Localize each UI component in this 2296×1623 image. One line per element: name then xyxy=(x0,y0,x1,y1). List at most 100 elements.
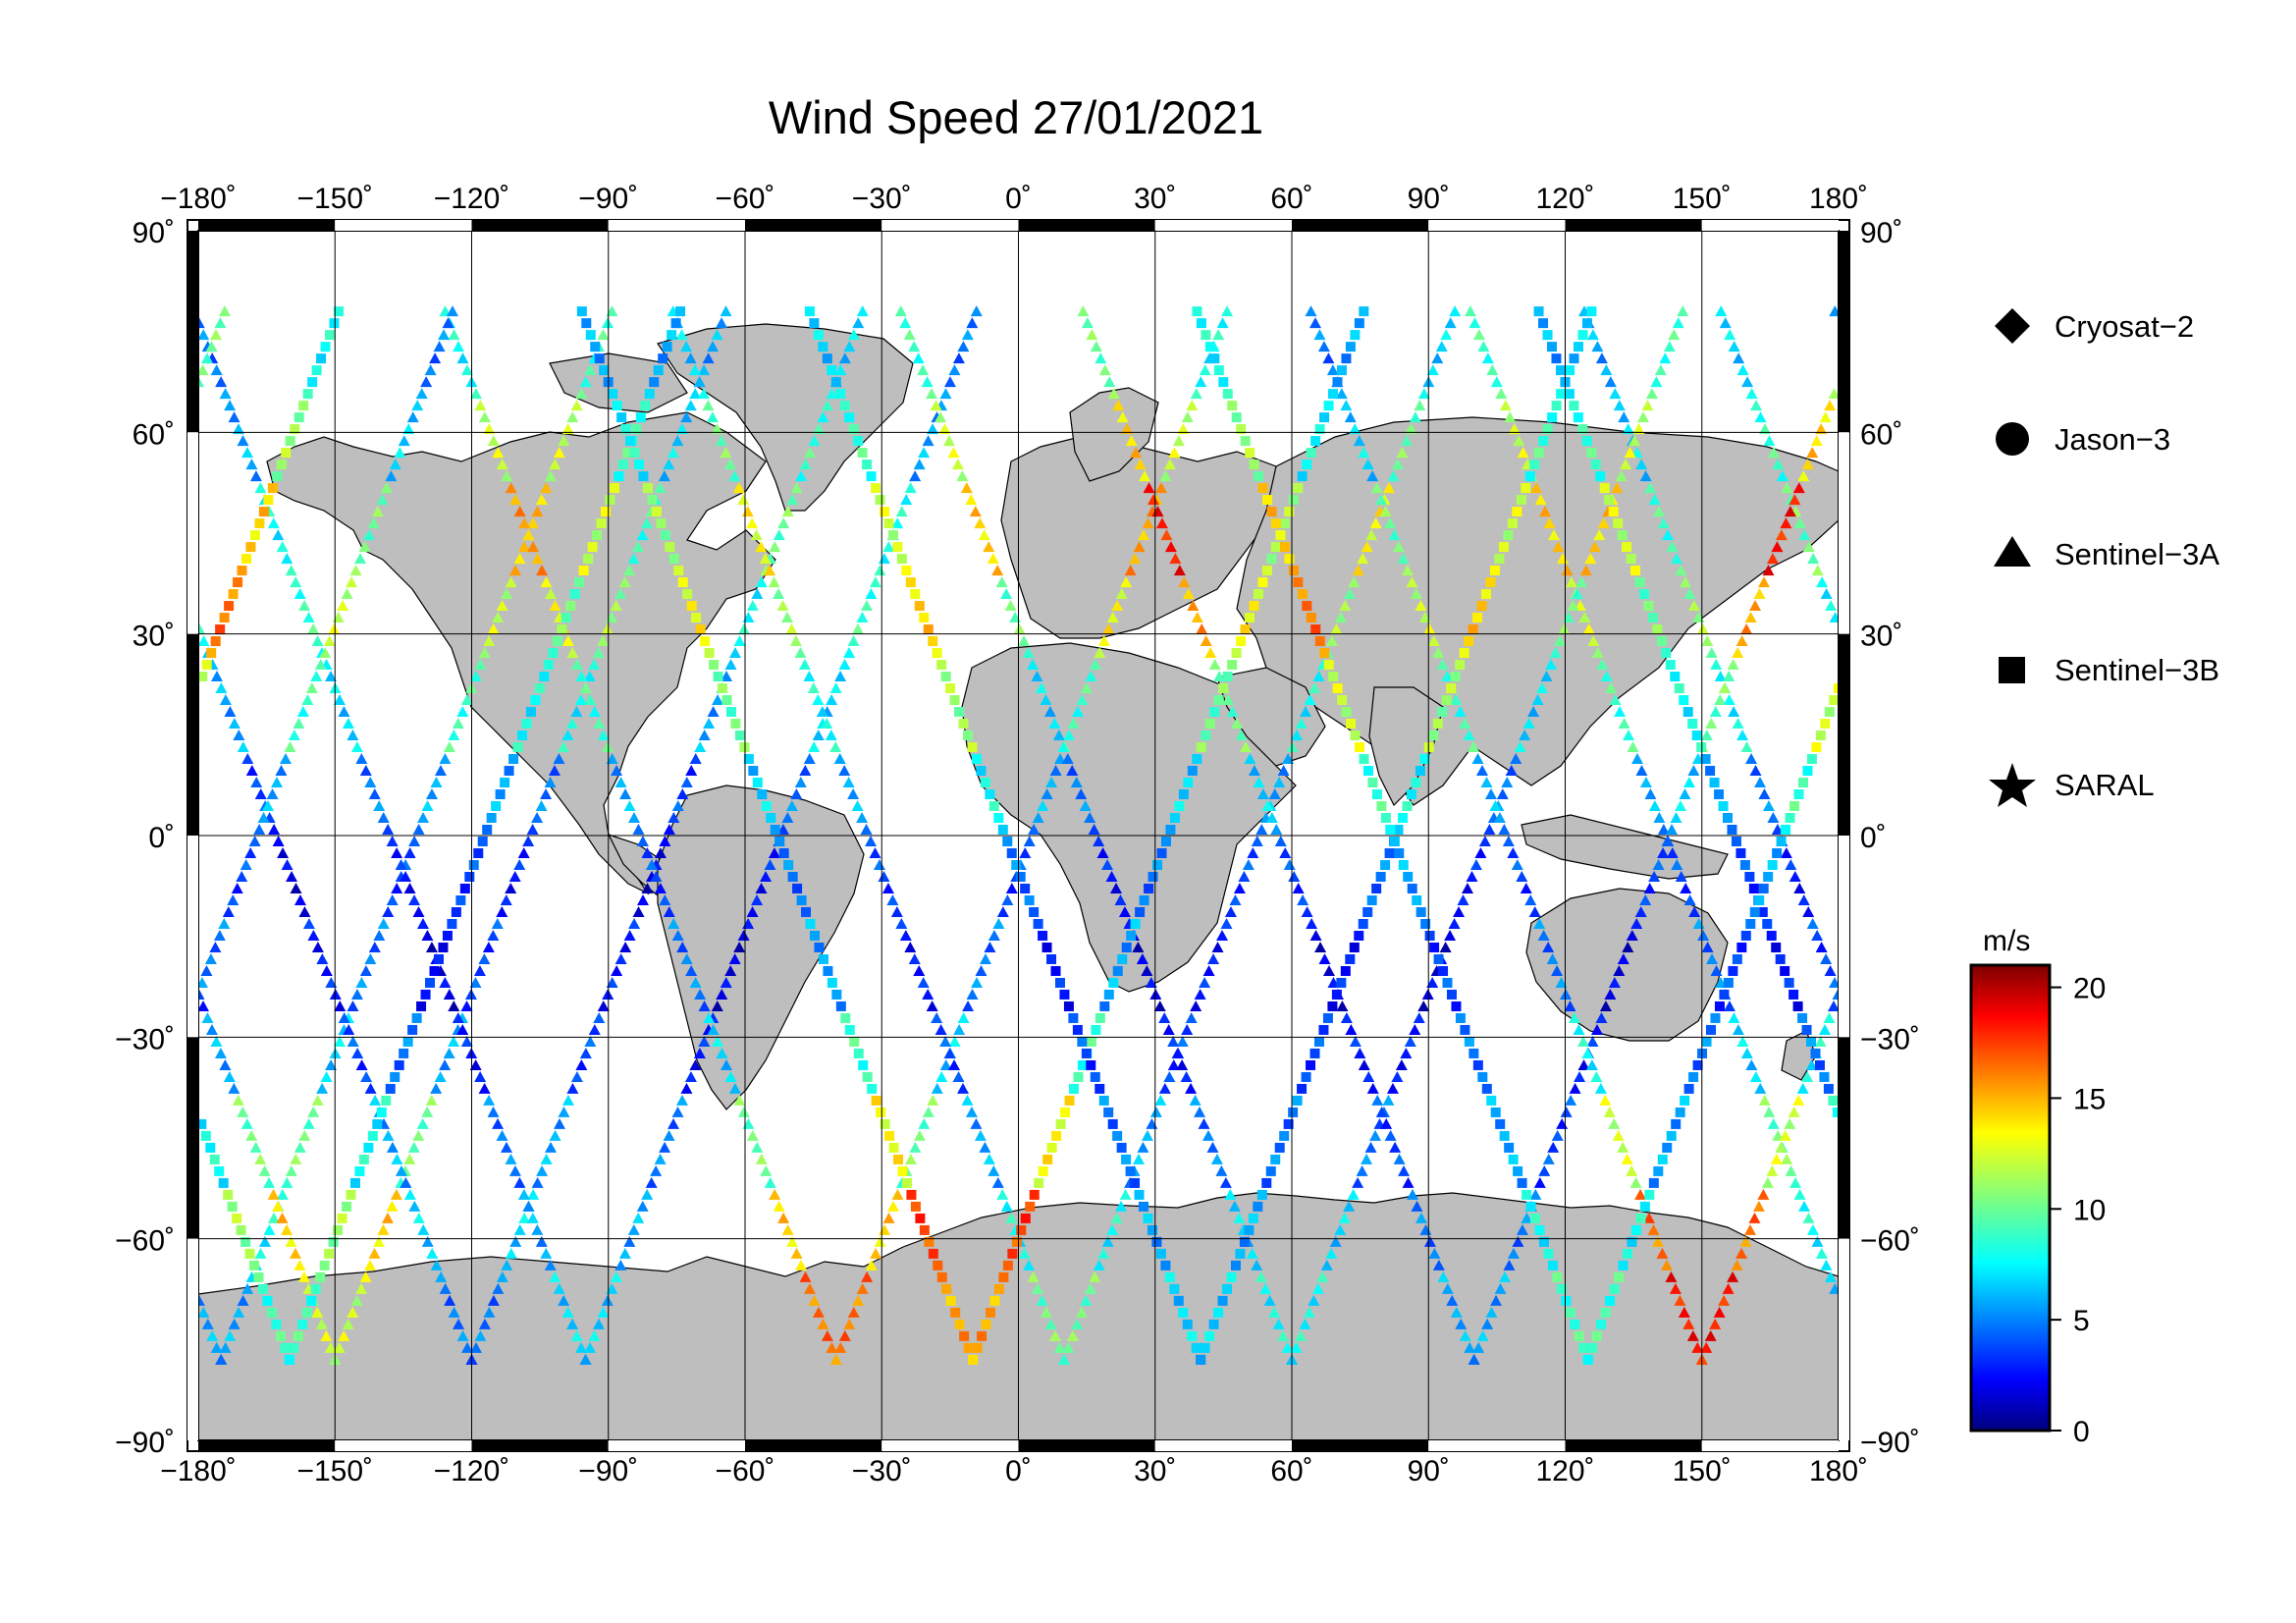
africa xyxy=(961,642,1297,993)
track-point-triangle xyxy=(711,423,723,435)
track-point-square xyxy=(253,1271,264,1282)
track-point-triangle xyxy=(535,800,548,812)
track-point-square xyxy=(668,554,679,565)
track-point-triangle xyxy=(531,812,544,824)
track-point-square xyxy=(1503,530,1514,541)
track-point-triangle xyxy=(272,529,285,541)
track-point-square xyxy=(223,1189,234,1200)
track-point-triangle xyxy=(478,952,491,964)
track-point-triangle xyxy=(1472,1341,1485,1353)
track-point-triangle xyxy=(1516,1223,1528,1235)
track-point-triangle xyxy=(391,882,403,893)
track-point-square xyxy=(1547,1260,1558,1271)
track-point-square xyxy=(1551,401,1562,411)
track-point-triangle xyxy=(1089,1271,1101,1282)
track-point-square xyxy=(1767,859,1778,870)
track-point-triangle xyxy=(1807,553,1820,565)
track-point-triangle xyxy=(890,905,903,917)
track-point-triangle xyxy=(1581,1047,1594,1058)
track-point-triangle xyxy=(733,941,746,952)
track-point-square xyxy=(1688,1071,1699,1082)
frame-bar-left xyxy=(187,432,198,634)
track-point-triangle xyxy=(267,1188,280,1200)
track-point-triangle xyxy=(891,1188,904,1200)
track-point-square xyxy=(1718,801,1729,812)
track-point-square xyxy=(1613,518,1624,529)
track-point-square xyxy=(1442,977,1453,988)
track-point-square xyxy=(761,801,772,812)
track-point-triangle xyxy=(1405,423,1417,435)
track-point-triangle xyxy=(549,600,561,612)
track-point-triangle xyxy=(1121,423,1134,435)
track-point-triangle xyxy=(804,447,817,459)
track-point-triangle xyxy=(602,741,614,753)
track-point-square xyxy=(1529,460,1540,470)
track-point-triangle xyxy=(1084,812,1096,824)
track-point-triangle xyxy=(861,1271,874,1282)
track-point-triangle xyxy=(307,929,320,941)
track-point-triangle xyxy=(1261,800,1274,812)
track-point-triangle xyxy=(1741,376,1754,388)
track-point-square xyxy=(349,1177,360,1188)
track-point-square xyxy=(1337,695,1348,706)
track-point-square xyxy=(1415,766,1425,777)
bottom-lon-tick-label: −60˚ xyxy=(716,1455,775,1488)
bottom-lon-tick-label: −30˚ xyxy=(852,1455,912,1488)
track-point-triangle xyxy=(716,317,728,329)
track-point-triangle xyxy=(307,1106,320,1117)
track-point-square xyxy=(1091,1024,1101,1035)
track-point-square xyxy=(670,318,681,329)
track-point-triangle xyxy=(293,718,305,730)
track-point-triangle xyxy=(289,1247,301,1259)
frame-bar-left xyxy=(187,633,198,836)
track-point-triangle xyxy=(1529,1188,1542,1200)
track-point-triangle xyxy=(215,1353,228,1365)
track-point-triangle xyxy=(935,1070,948,1082)
track-point-triangle xyxy=(205,341,218,352)
track-point-triangle xyxy=(606,1282,618,1294)
track-point-triangle xyxy=(557,741,569,753)
track-point-square xyxy=(592,530,603,541)
track-point-triangle xyxy=(812,730,825,741)
track-point-square xyxy=(399,1048,409,1058)
track-point-square xyxy=(770,825,780,836)
track-point-triangle xyxy=(298,1129,311,1141)
track-point-square xyxy=(1512,507,1522,517)
track-point-triangle xyxy=(474,400,487,411)
track-point-triangle xyxy=(969,506,982,517)
track-point-triangle xyxy=(214,1047,227,1058)
track-point-triangle xyxy=(483,635,496,647)
track-point-triangle xyxy=(1384,517,1397,529)
track-point-triangle xyxy=(501,470,513,482)
track-point-triangle xyxy=(689,388,702,400)
track-point-square xyxy=(1710,1012,1721,1023)
track-point-triangle xyxy=(1415,1212,1427,1223)
track-point-triangle xyxy=(1748,1212,1761,1223)
track-point-triangle xyxy=(1766,553,1779,565)
colorbar-tick-label: 0 xyxy=(2073,1416,2090,1448)
track-point-square xyxy=(416,1001,427,1011)
track-point-triangle xyxy=(1370,482,1383,494)
frame-bar-right xyxy=(1839,836,1849,1038)
track-point-triangle xyxy=(1053,1341,1066,1353)
track-point-triangle xyxy=(198,1306,210,1318)
track-point-triangle xyxy=(1125,435,1138,447)
track-point-triangle xyxy=(415,388,428,400)
track-point-square xyxy=(923,624,934,635)
track-point-triangle xyxy=(1191,612,1203,623)
track-point-triangle xyxy=(1393,1153,1406,1164)
track-point-triangle xyxy=(1027,1271,1040,1282)
track-point-triangle xyxy=(965,494,978,506)
track-point-triangle xyxy=(908,341,921,352)
track-point-triangle xyxy=(1485,1306,1498,1318)
track-point-triangle xyxy=(1540,671,1553,682)
track-point-triangle xyxy=(1450,1306,1463,1318)
track-point-triangle xyxy=(1311,1282,1324,1294)
track-point-square xyxy=(316,353,327,364)
track-point-triangle xyxy=(1455,1318,1468,1329)
track-point-triangle xyxy=(927,1094,939,1106)
track-point-triangle xyxy=(1358,447,1370,459)
track-point-triangle xyxy=(1142,517,1154,529)
track-point-triangle xyxy=(1035,682,1047,694)
track-point-triangle xyxy=(364,777,377,788)
